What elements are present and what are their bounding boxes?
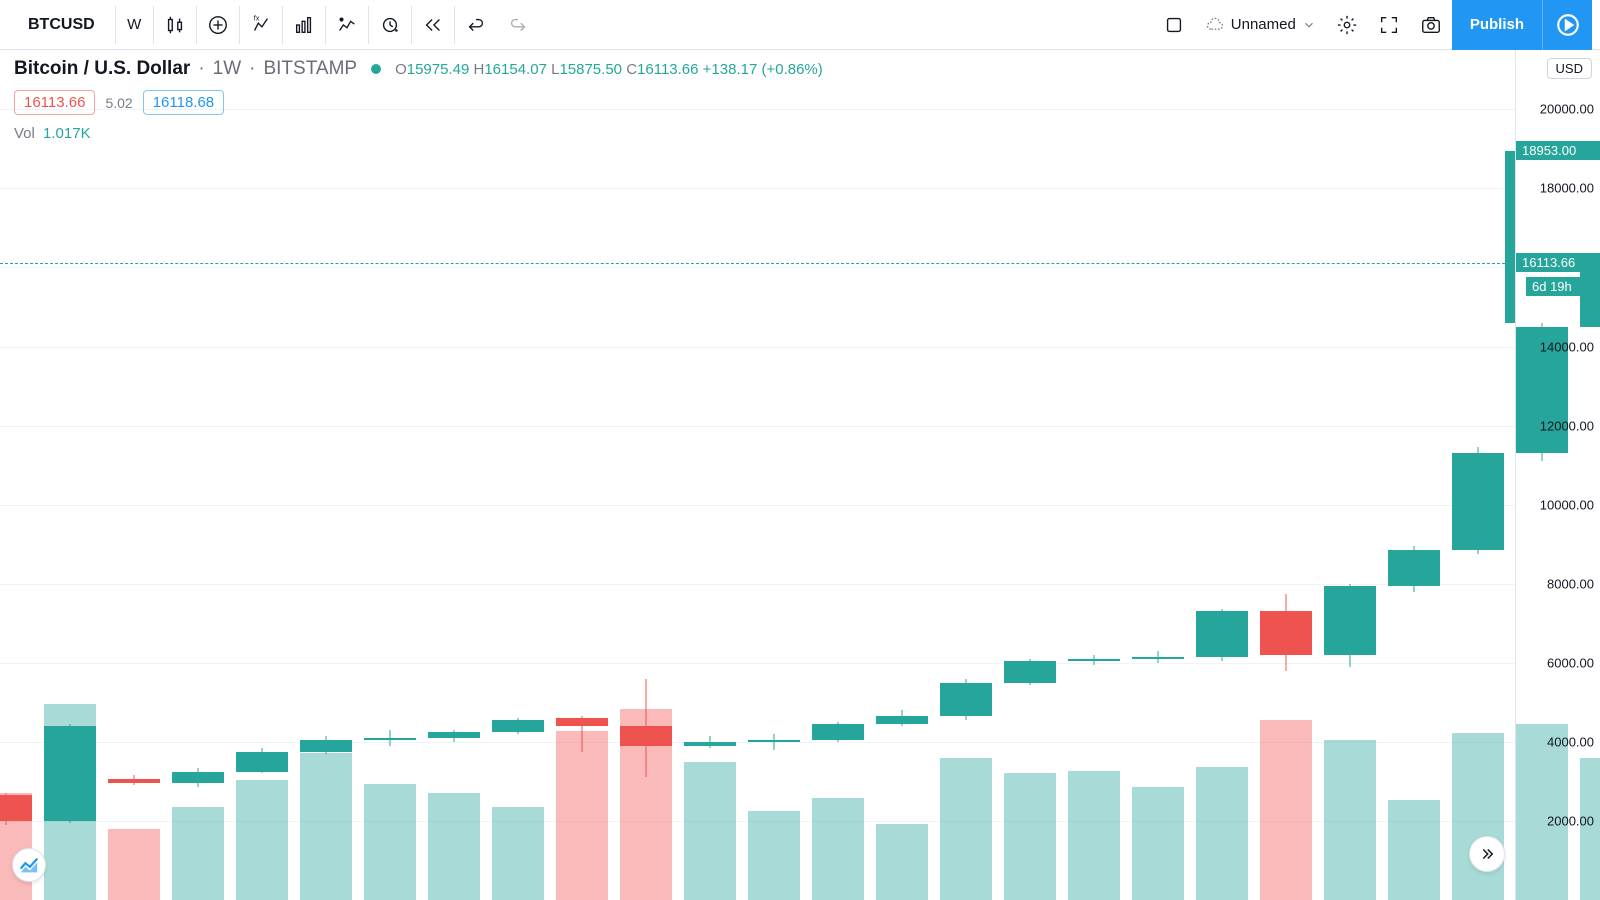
volume-value: 1.017K [43, 125, 91, 142]
legend-interval: 1W [213, 58, 242, 80]
candlestick [876, 50, 928, 900]
ohlc-change-pct: (+0.86%) [761, 61, 822, 78]
layout-name-button[interactable]: Unnamed [1195, 15, 1326, 35]
chart-pane[interactable] [0, 50, 1515, 900]
ohlc-h-value: 16154.07 [484, 61, 547, 78]
templates-icon[interactable] [326, 6, 369, 44]
price-axis-label: 4000.00 [1547, 734, 1594, 749]
volume-label: Vol [14, 125, 35, 142]
market-status-dot [371, 64, 381, 74]
candlestick [1004, 50, 1056, 900]
snapshot-icon[interactable] [1410, 6, 1452, 44]
redo-icon[interactable] [497, 6, 539, 44]
ohlc-values: O15975.49 H16154.07 L15875.50 C16113.66 … [395, 61, 823, 78]
price-axis-label: 14000.00 [1540, 339, 1594, 354]
symbol-button[interactable]: BTCUSD [8, 6, 116, 44]
candlestick [620, 50, 672, 900]
toolbar-left: BTCUSD W fx [8, 6, 539, 44]
legend-exchange: BITSTAMP [263, 58, 357, 80]
start-stream-button[interactable] [1542, 0, 1592, 50]
price-axis-label: 20000.00 [1540, 102, 1594, 117]
publish-button[interactable]: Publish [1452, 0, 1542, 50]
alert-icon[interactable] [369, 6, 412, 44]
fullscreen-icon[interactable] [1368, 6, 1410, 44]
legend-volume-row: Vol 1.017K [14, 125, 823, 142]
candlestick [1452, 50, 1504, 900]
price-axis-label: 2000.00 [1547, 813, 1594, 828]
legend-title-row: Bitcoin / U.S. Dollar · 1W · BITSTAMP O1… [14, 58, 823, 80]
candlestick [428, 50, 480, 900]
candlestick [0, 50, 32, 900]
current-candle-highlight [1505, 151, 1515, 323]
candlestick [940, 50, 992, 900]
toolbar: BTCUSD W fx Unnamed Publish [0, 0, 1600, 50]
candlestick [236, 50, 288, 900]
candlestick [1196, 50, 1248, 900]
candlestick [108, 50, 160, 900]
interval-button[interactable]: W [116, 6, 154, 44]
financials-icon[interactable] [283, 6, 326, 44]
legend: Bitcoin / U.S. Dollar · 1W · BITSTAMP O1… [14, 58, 823, 142]
candlestick [172, 50, 224, 900]
price-axis[interactable]: USD 20000.00 18000.00 14000.00 12000.00 1000… [1515, 50, 1600, 900]
price-tag: 16113.66 [1516, 253, 1600, 272]
candlestick [556, 50, 608, 900]
chevron-down-icon [1302, 18, 1316, 32]
bid-badge[interactable]: 16113.66 [14, 90, 95, 115]
ohlc-h-label: H [474, 61, 485, 78]
tradingview-logo-button[interactable] [12, 848, 46, 882]
price-axis-label: 6000.00 [1547, 655, 1594, 670]
candlestick [1260, 50, 1312, 900]
candles-icon[interactable] [154, 6, 197, 44]
select-layout-icon[interactable] [1153, 6, 1195, 44]
toolbar-right: Unnamed Publish [1153, 0, 1592, 50]
candlestick [1132, 50, 1184, 900]
spread-value: 5.02 [105, 95, 132, 111]
ohlc-l-value: 15875.50 [559, 61, 622, 78]
legend-symbol-title: Bitcoin / U.S. Dollar [14, 58, 190, 80]
replay-icon[interactable] [412, 6, 455, 44]
tradingview-logo-icon [18, 854, 40, 876]
candlestick [1388, 50, 1440, 900]
compare-icon[interactable] [197, 6, 240, 44]
candlestick [748, 50, 800, 900]
ohlc-c-value: 16113.66 [637, 61, 698, 78]
candlestick [44, 50, 96, 900]
countdown-tag: 6d 19h [1526, 277, 1600, 296]
layout-name-label: Unnamed [1231, 16, 1296, 33]
ask-badge[interactable]: 16118.68 [143, 90, 224, 115]
price-axis-label: 12000.00 [1540, 418, 1594, 433]
price-tag: 18953.00 [1516, 141, 1600, 160]
ohlc-o-label: O [395, 61, 407, 78]
legend-bidask-row: 16113.66 5.02 16118.68 [14, 90, 823, 115]
currency-badge[interactable]: USD [1547, 58, 1592, 79]
goto-date-button[interactable] [1469, 836, 1505, 872]
candlestick [684, 50, 736, 900]
price-axis-label: 18000.00 [1540, 181, 1594, 196]
ohlc-o-value: 15975.49 [407, 61, 470, 78]
legend-dot: · [198, 58, 204, 80]
candlestick [364, 50, 416, 900]
candlestick [1068, 50, 1120, 900]
indicators-icon[interactable]: fx [240, 6, 283, 44]
candlestick [1324, 50, 1376, 900]
candlestick [300, 50, 352, 900]
chevron-right-double-icon [1478, 845, 1496, 863]
price-axis-label: 10000.00 [1540, 497, 1594, 512]
cloud-icon [1205, 15, 1225, 35]
ohlc-c-label: C [626, 61, 637, 78]
candlestick [492, 50, 544, 900]
candlestick [812, 50, 864, 900]
ohlc-change: +138.17 [703, 61, 758, 78]
price-axis-label: 8000.00 [1547, 576, 1594, 591]
svg-text:fx: fx [253, 14, 259, 22]
legend-dot2: · [249, 58, 255, 80]
undo-icon[interactable] [455, 6, 497, 44]
settings-icon[interactable] [1326, 6, 1368, 44]
